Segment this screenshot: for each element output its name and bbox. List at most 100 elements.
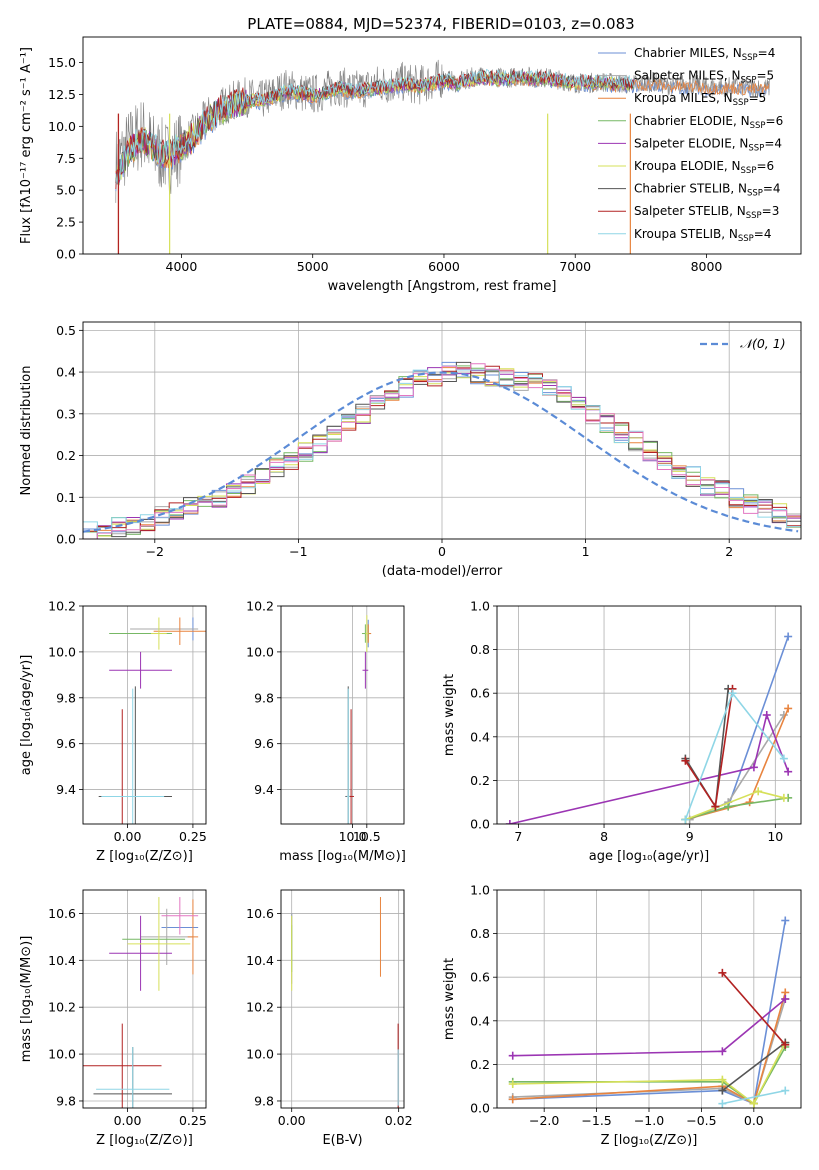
errorbar-point bbox=[153, 617, 206, 646]
x-axis-label: Z [log₁₀(Z/Z⊙)] bbox=[601, 1133, 698, 1148]
x-axis-label: E(B-V) bbox=[322, 1133, 362, 1148]
plot-area bbox=[281, 890, 404, 1108]
model-line-7 bbox=[115, 69, 634, 190]
x-axis-label: age [log₁₀(age/yr)] bbox=[589, 849, 710, 864]
weight-marker bbox=[762, 711, 771, 719]
y-tick-label: 0.8 bbox=[470, 926, 490, 941]
weight-marker bbox=[781, 1040, 790, 1049]
y-tick-label: 0.2 bbox=[470, 1057, 490, 1072]
x-tick-label: 7 bbox=[514, 829, 522, 844]
x-axis-label: Z [log₁₀(Z/Z⊙)] bbox=[96, 849, 193, 864]
errorbar-point bbox=[151, 617, 167, 650]
weight-marker bbox=[728, 689, 737, 698]
y-tick-label: 10.4 bbox=[246, 953, 274, 968]
weight-marker bbox=[718, 1099, 727, 1108]
axes-frame bbox=[496, 889, 802, 1109]
y-tick-label: 0.2 bbox=[56, 448, 76, 463]
y-tick-label: 0.0 bbox=[470, 1101, 490, 1116]
y-tick-label: 0.3 bbox=[56, 406, 76, 421]
plot-area bbox=[115, 59, 770, 254]
y-tick-label: 9.8 bbox=[56, 1093, 76, 1108]
y-axis-label: mass weight bbox=[442, 674, 457, 756]
y-tick-label: 10.2 bbox=[246, 599, 274, 614]
y-tick-label: 10.6 bbox=[48, 906, 76, 921]
y-tick-label: 0.6 bbox=[470, 686, 490, 701]
x-tick-label: 0.00 bbox=[114, 1113, 142, 1128]
errorbar-point bbox=[96, 1047, 170, 1108]
errorbar-point bbox=[140, 908, 193, 966]
y-axis-label: Normed distribution bbox=[19, 366, 34, 496]
x-tick-label: 4000 bbox=[166, 259, 198, 274]
weight-marker bbox=[718, 1086, 727, 1095]
y-tick-label: 0.8 bbox=[470, 642, 490, 657]
panels: 4000 5000 6000 7000 80000.02.55.07.510.012.5… bbox=[19, 36, 802, 1148]
x-tick-label: 10.0 bbox=[339, 829, 367, 844]
weight-marker bbox=[718, 1047, 727, 1056]
x-tick-label: −2 bbox=[146, 544, 164, 559]
errorbar-point bbox=[187, 899, 199, 975]
x-tick-label: −1.5 bbox=[581, 1113, 611, 1128]
weight-line-3 bbox=[685, 797, 789, 821]
x-tick-label: 1 bbox=[582, 544, 590, 559]
weight-line-5 bbox=[512, 1042, 787, 1105]
weight-marker bbox=[681, 815, 690, 824]
x-tick-label: 0.0 bbox=[744, 1113, 764, 1128]
weight-marker bbox=[781, 916, 790, 925]
legend-entry: 𝒩(0, 1) bbox=[740, 336, 786, 351]
plot-area bbox=[83, 322, 801, 539]
weight-marker bbox=[784, 704, 793, 713]
y-tick-label: 5.0 bbox=[56, 183, 76, 198]
panel-mass-vs-Z: 0.00 0.25 9.8 10.0 10.2 10.4 10.6 Z [log₁₀(Z/Z⊙… bbox=[19, 889, 207, 1148]
y-tick-label: 9.6 bbox=[56, 736, 76, 751]
weight-marker bbox=[724, 802, 733, 811]
x-axis-label: (data-model)/error bbox=[382, 564, 503, 579]
x-tick-label: 0.25 bbox=[179, 829, 207, 844]
weight-line-6 bbox=[684, 688, 729, 809]
y-tick-label: 0.4 bbox=[470, 729, 490, 744]
x-tick-label: 5000 bbox=[297, 259, 329, 274]
weight-marker bbox=[779, 754, 788, 763]
weight-marker bbox=[711, 802, 720, 811]
weight-marker bbox=[505, 820, 514, 824]
weight-marker bbox=[749, 1099, 758, 1108]
y-axis-label: mass weight bbox=[442, 958, 457, 1040]
axes-frame bbox=[280, 889, 405, 1109]
y-tick-label: 10.2 bbox=[48, 1000, 76, 1015]
y-tick-label: 0.4 bbox=[56, 365, 76, 380]
residual-hist-9 bbox=[83, 363, 801, 539]
y-tick-label: 9.8 bbox=[254, 1093, 274, 1108]
plot-area bbox=[83, 606, 206, 824]
x-tick-label: 0 bbox=[438, 544, 446, 559]
plot-area bbox=[83, 890, 206, 1108]
weight-marker bbox=[681, 756, 690, 765]
errorbar-point bbox=[362, 651, 369, 689]
legend-entry: Kroupa ELODIE, NSSP=6 bbox=[634, 159, 774, 176]
weight-marker bbox=[718, 1075, 727, 1084]
errorbar-point bbox=[109, 915, 172, 991]
x-tick-label: 8 bbox=[600, 829, 608, 844]
legend-entry: Salpeter ELODIE, NSSP=4 bbox=[634, 136, 782, 153]
weight-line-6 bbox=[721, 1041, 786, 1092]
errorbar-point bbox=[161, 897, 199, 935]
weight-line-2 bbox=[685, 708, 789, 821]
y-tick-label: 0.4 bbox=[470, 1013, 490, 1028]
y-tick-label: 9.8 bbox=[56, 690, 76, 705]
x-tick-label: 9 bbox=[686, 829, 694, 844]
y-tick-label: 9.4 bbox=[56, 782, 76, 797]
y-tick-label: 0.1 bbox=[56, 490, 76, 505]
y-tick-label: 0.2 bbox=[470, 773, 490, 788]
weight-marker bbox=[508, 1051, 517, 1060]
y-axis-label: Flux [fλ10⁻¹⁷ erg cm⁻² s⁻¹ A⁻¹] bbox=[19, 47, 34, 244]
legend: Chabrier MILES, NSSP=4 Salpeter MILES, NS… bbox=[598, 46, 783, 244]
x-tick-label: 6000 bbox=[428, 259, 460, 274]
weight-marker bbox=[784, 632, 793, 641]
y-tick-label: 7.5 bbox=[56, 151, 76, 166]
weight-line-1 bbox=[689, 714, 785, 821]
errorbar-point bbox=[365, 615, 369, 652]
y-tick-label: 10.0 bbox=[48, 1047, 76, 1062]
x-axis-label: Z [log₁₀(Z/Z⊙)] bbox=[96, 1133, 193, 1148]
x-tick-label: 10.5 bbox=[353, 829, 381, 844]
axes-frame bbox=[82, 321, 802, 540]
plot-area bbox=[497, 606, 801, 824]
x-tick-label: 2 bbox=[725, 544, 733, 559]
